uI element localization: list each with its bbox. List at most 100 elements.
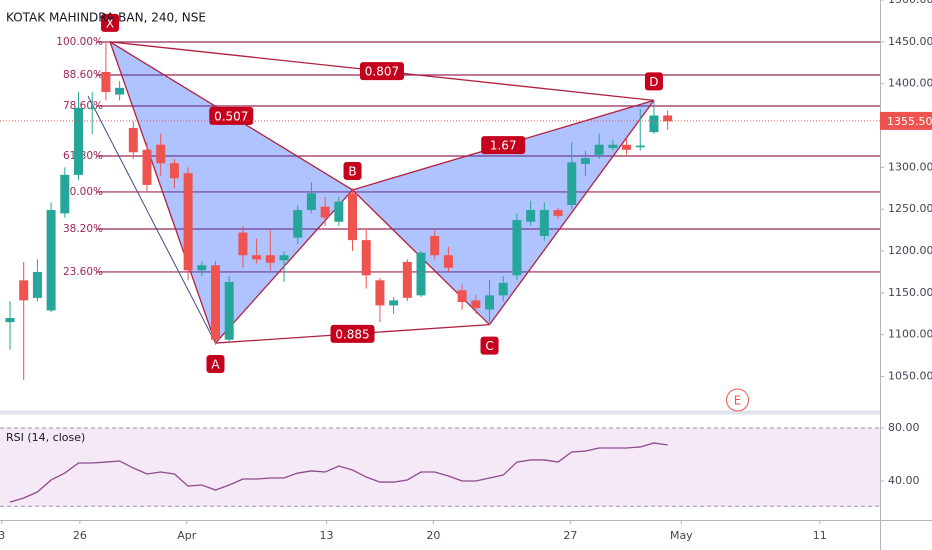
candle-body bbox=[19, 280, 29, 301]
candle-body bbox=[169, 163, 179, 179]
y-tick-label: 1250.00 bbox=[888, 202, 932, 215]
candle-body bbox=[663, 115, 673, 122]
pattern-point-label: B bbox=[348, 164, 356, 178]
y-tick-label: 1400.00 bbox=[888, 77, 932, 90]
pattern-ratio: 0.807 bbox=[365, 65, 399, 79]
candle-body bbox=[402, 261, 412, 298]
candle-body bbox=[115, 87, 125, 95]
pattern-ratio-box bbox=[481, 136, 526, 155]
candle-body bbox=[443, 255, 453, 268]
candle-body bbox=[211, 265, 221, 340]
candle-body bbox=[32, 271, 42, 298]
candle-body bbox=[389, 300, 399, 306]
price-pane: 100.00%88.60%78.60%61.80%50.00%38.20%23.… bbox=[0, 13, 880, 412]
y-tick-label: 1150.00 bbox=[888, 286, 932, 299]
candle-body bbox=[498, 282, 508, 296]
candle-body bbox=[142, 149, 152, 185]
pattern-ratio-box bbox=[359, 62, 404, 81]
chart-title: KOTAK MAHINDRA BAN, 240, NSE bbox=[6, 11, 206, 25]
pattern-ratio-box bbox=[209, 106, 254, 125]
pattern-guide bbox=[87, 95, 216, 344]
pattern-ratio-box bbox=[330, 324, 375, 343]
y-tick-label: 80.00 bbox=[888, 421, 920, 434]
pattern-point-label-box bbox=[644, 72, 663, 91]
candle-body bbox=[128, 128, 138, 153]
candle-body bbox=[457, 290, 467, 303]
candle-body bbox=[60, 174, 70, 214]
rsi-title: RSI (14, close) bbox=[6, 431, 85, 444]
fib-label: 88.60% bbox=[63, 69, 103, 81]
candle-body bbox=[580, 158, 590, 164]
fib-label: 78.60% bbox=[63, 100, 103, 112]
candle-body bbox=[594, 144, 604, 155]
candle-body bbox=[252, 255, 262, 260]
candle-body bbox=[375, 280, 385, 306]
last-price-label: 1355.50 bbox=[887, 115, 932, 128]
annotation-circle bbox=[726, 388, 750, 412]
x-tick-label: 27 bbox=[563, 529, 577, 542]
x-tick-label: Apr bbox=[177, 529, 197, 542]
candle-body bbox=[553, 210, 563, 216]
pattern-point-label-box bbox=[101, 13, 120, 32]
candle-body bbox=[416, 252, 426, 296]
candle-body bbox=[471, 300, 481, 308]
candle-body bbox=[224, 281, 234, 340]
candle-body bbox=[183, 173, 193, 271]
pattern-point-label: C bbox=[485, 339, 493, 353]
fib-label: 100.00% bbox=[56, 36, 103, 48]
candle-body bbox=[197, 265, 207, 271]
candle-body bbox=[156, 144, 166, 164]
candle-body bbox=[348, 193, 358, 241]
candle-body bbox=[635, 145, 645, 148]
candle-body bbox=[526, 210, 536, 222]
fib-label: 23.60% bbox=[63, 266, 103, 278]
candle-body bbox=[485, 295, 495, 310]
fib-label: 50.00% bbox=[63, 186, 103, 198]
y-tick-label: 1300.00 bbox=[888, 160, 932, 173]
candle-body bbox=[334, 201, 344, 222]
y-tick-label: 1050.00 bbox=[888, 370, 932, 383]
candle-body bbox=[265, 255, 275, 263]
pattern-point-label-box bbox=[206, 355, 225, 374]
candle-body bbox=[539, 210, 549, 236]
rsi-line bbox=[9, 442, 668, 503]
candle-body bbox=[320, 206, 330, 218]
candle-body bbox=[512, 220, 522, 276]
x-tick-label: 20 bbox=[426, 529, 440, 542]
pattern-point-label: X bbox=[106, 16, 114, 30]
pattern-area bbox=[110, 41, 353, 344]
y-tick-label: 1200.00 bbox=[888, 244, 932, 257]
pattern-point-label-box bbox=[343, 161, 362, 180]
pattern-ratio: 0.507 bbox=[214, 109, 248, 123]
pattern-ratio: 1.67 bbox=[490, 139, 517, 153]
fib-label: 38.20% bbox=[63, 223, 103, 235]
candle-body bbox=[567, 162, 577, 205]
y-tick-label: 1500.00 bbox=[888, 0, 932, 6]
last-price-box bbox=[880, 111, 932, 130]
candle-body bbox=[622, 144, 632, 150]
candle-body bbox=[430, 235, 440, 256]
x-tick-label: 3 bbox=[0, 529, 5, 542]
candle-body bbox=[238, 232, 248, 256]
rsi-band bbox=[0, 427, 880, 507]
candle-body bbox=[361, 240, 371, 276]
candle-body bbox=[649, 115, 659, 133]
y-tick-label: 40.00 bbox=[888, 474, 920, 487]
pattern-point-label: A bbox=[211, 358, 220, 372]
candle-body bbox=[74, 107, 84, 175]
pattern-ratio: 0.885 bbox=[335, 327, 369, 341]
rsi-pane bbox=[0, 427, 880, 507]
y-tick-label: 1450.00 bbox=[888, 35, 932, 48]
pattern-leg bbox=[489, 100, 655, 326]
candle-body bbox=[279, 255, 289, 261]
candle-body bbox=[87, 107, 97, 109]
y-tick-label: 1100.00 bbox=[888, 328, 932, 341]
candle-body bbox=[293, 210, 303, 238]
candle-body bbox=[306, 193, 316, 211]
x-tick-label: 11 bbox=[813, 529, 827, 542]
x-tick-label: 13 bbox=[319, 529, 333, 542]
pattern-leg bbox=[109, 41, 217, 344]
